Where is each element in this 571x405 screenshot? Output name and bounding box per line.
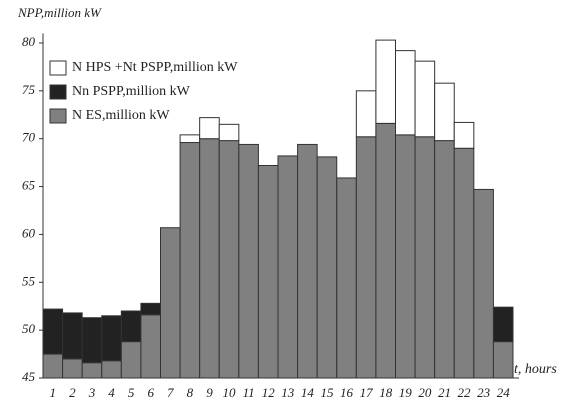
- bar-segment: [199, 117, 220, 140]
- bar-segment: [434, 140, 455, 379]
- bar-segment: [414, 60, 436, 138]
- x-tick-label: 5: [128, 385, 135, 400]
- bar-segment: [257, 164, 279, 379]
- y-tick-label: 50: [22, 321, 36, 336]
- y-tick-label: 80: [22, 34, 36, 49]
- bar-segment: [199, 138, 220, 379]
- y-tick-label: 55: [22, 273, 36, 288]
- bar-segment: [101, 360, 122, 379]
- bar-segment: [140, 314, 162, 379]
- y-tick-label: 75: [22, 82, 36, 97]
- x-tick-label: 9: [206, 385, 213, 400]
- legend-swatch: [49, 84, 67, 100]
- bar-segment: [336, 177, 357, 379]
- bar-segment: [160, 227, 181, 379]
- bar-segment: [395, 50, 416, 136]
- bar-segment: [375, 39, 396, 124]
- x-axis-label: t, hours: [514, 362, 557, 377]
- x-tick-label: 11: [243, 385, 255, 400]
- bar-segment: [434, 82, 455, 142]
- x-tick-label: 1: [50, 385, 57, 400]
- bar-segment: [179, 142, 201, 379]
- x-tick-label: 20: [418, 385, 432, 400]
- bar-segment: [453, 147, 475, 379]
- bar-segment: [218, 123, 240, 142]
- legend-swatch: [49, 108, 67, 124]
- bar-segment: [395, 134, 416, 379]
- bar-segment: [62, 358, 83, 379]
- bar-segment: [453, 121, 475, 149]
- y-tick-label: 45: [22, 369, 36, 384]
- bar-segment: [42, 308, 64, 355]
- x-tick-label: 21: [438, 385, 451, 400]
- x-tick-label: 19: [399, 385, 413, 400]
- bar-segment: [375, 122, 396, 379]
- bar-segment: [179, 134, 201, 144]
- x-tick-label: 6: [147, 385, 154, 400]
- bar-segment: [101, 315, 122, 362]
- legend-label: N HPS +Nt PSPP,million kW: [72, 60, 238, 75]
- bar-segment: [492, 341, 514, 379]
- x-tick-label: 2: [69, 385, 76, 400]
- bar-segment: [238, 143, 259, 379]
- x-tick-label: 7: [167, 385, 174, 400]
- legend: N HPS +Nt PSPP,million kW Nn PSPP,million…: [49, 60, 238, 124]
- bar-segment: [355, 136, 377, 379]
- x-tick-label: 24: [497, 385, 511, 400]
- x-tick-label: 13: [281, 385, 295, 400]
- legend-label: Nn PSPP,million kW: [72, 84, 191, 99]
- bar-segment: [316, 156, 338, 379]
- x-tick-label: 17: [360, 385, 374, 400]
- y-tick-label: 65: [22, 178, 36, 193]
- x-tick-label: 12: [262, 385, 276, 400]
- bar-segment: [62, 312, 83, 360]
- bar-segment: [81, 362, 103, 379]
- x-tick-label: 15: [320, 385, 334, 400]
- bar-segment: [355, 90, 377, 138]
- bar-segment: [218, 140, 240, 379]
- bar-segment: [81, 317, 103, 364]
- bar-segment: [120, 310, 142, 343]
- y-axis-label: NPP,million kW: [17, 5, 102, 20]
- x-tick-label: 23: [477, 385, 491, 400]
- y-tick-label: 60: [22, 225, 36, 240]
- legend-swatch: [49, 60, 67, 76]
- x-tick-label: 16: [340, 385, 354, 400]
- bar-segment: [297, 143, 318, 379]
- x-tick-label: 22: [458, 385, 472, 400]
- bar-segment: [140, 302, 162, 316]
- bar-segment: [492, 306, 514, 343]
- x-tick-label: 8: [187, 385, 194, 400]
- x-tick-label: 18: [379, 385, 393, 400]
- x-tick-label: 10: [223, 385, 237, 400]
- legend-label: N ES,million kW: [72, 108, 170, 123]
- bar-segment: [473, 188, 494, 379]
- y-tick-label: 70: [22, 130, 36, 145]
- bar-segment: [120, 341, 142, 379]
- bar-segment: [277, 155, 299, 379]
- x-tick-label: 14: [301, 385, 315, 400]
- x-tick-label: 4: [108, 385, 115, 400]
- bar-segment: [414, 136, 436, 379]
- bar-segment: [42, 353, 64, 379]
- x-tick-label: 3: [88, 385, 96, 400]
